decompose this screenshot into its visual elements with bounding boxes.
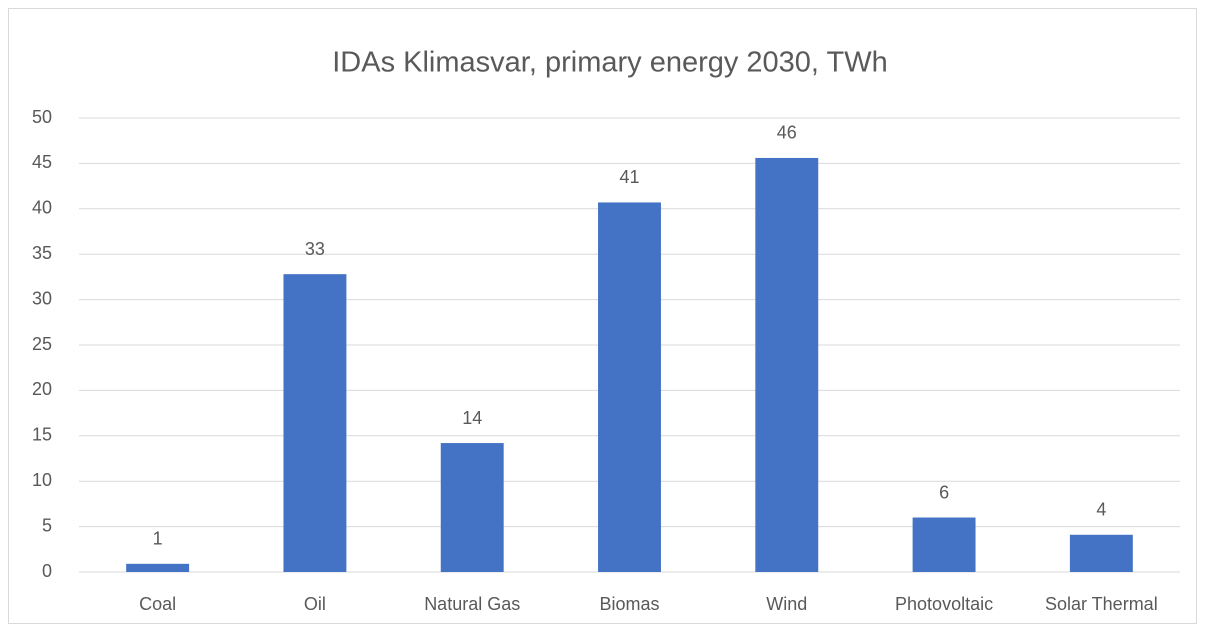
bar bbox=[912, 517, 976, 572]
y-tick-label: 40 bbox=[32, 198, 52, 218]
data-label: 6 bbox=[939, 482, 949, 502]
data-label: 41 bbox=[619, 167, 639, 187]
data-label: 1 bbox=[153, 529, 163, 549]
bar bbox=[755, 157, 819, 572]
bar bbox=[440, 443, 504, 572]
x-tick-label: Oil bbox=[304, 594, 326, 614]
x-tick-label: Coal bbox=[139, 594, 176, 614]
bar bbox=[598, 202, 661, 572]
x-tick-label: Wind bbox=[766, 594, 807, 614]
y-tick-label: 45 bbox=[32, 152, 52, 172]
bar bbox=[1069, 534, 1133, 572]
y-tick-label: 0 bbox=[42, 561, 52, 581]
data-label: 33 bbox=[305, 239, 325, 259]
y-tick-label: 25 bbox=[32, 334, 52, 354]
x-tick-label: Photovoltaic bbox=[895, 594, 993, 614]
data-label: 46 bbox=[777, 123, 797, 143]
bar bbox=[283, 274, 347, 572]
x-tick-label: Solar Thermal bbox=[1045, 594, 1158, 614]
data-label: 14 bbox=[462, 408, 482, 428]
data-label: 4 bbox=[1096, 500, 1106, 520]
y-tick-label: 15 bbox=[32, 425, 52, 445]
y-tick-label: 10 bbox=[32, 470, 52, 490]
x-tick-label: Natural Gas bbox=[424, 594, 520, 614]
y-tick-label: 35 bbox=[32, 243, 52, 263]
y-tick-label: 5 bbox=[42, 515, 52, 535]
y-tick-label: 30 bbox=[32, 288, 52, 308]
bar bbox=[126, 563, 190, 572]
x-tick-label: Biomas bbox=[599, 594, 659, 614]
chart-title: IDAs Klimasvar, primary energy 2030, TWh bbox=[332, 47, 888, 79]
y-tick-label: 20 bbox=[32, 379, 52, 399]
y-tick-label: 50 bbox=[32, 107, 52, 127]
